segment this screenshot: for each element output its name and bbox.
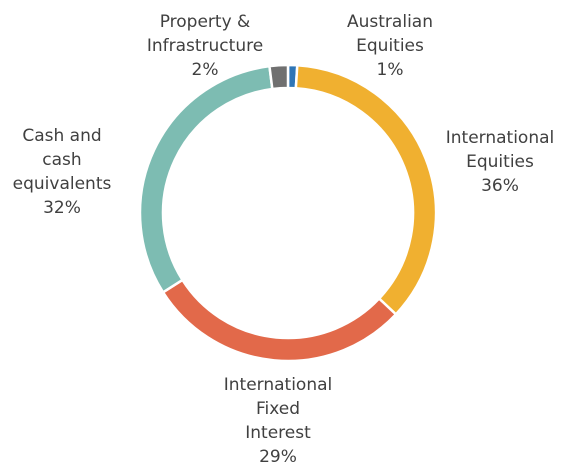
slice-label: Property & Infrastructure 2% xyxy=(147,10,263,82)
value-label: 29% xyxy=(259,447,297,467)
value-label: 1% xyxy=(376,60,404,80)
category-label: International Fixed Interest xyxy=(223,375,333,443)
category-label: International Equities xyxy=(445,128,555,172)
donut-slice xyxy=(138,64,274,295)
category-label: Cash and cash equivalents xyxy=(12,126,112,194)
slice-label: International Equities 36% xyxy=(446,126,555,198)
donut-slice xyxy=(268,63,290,91)
slice-label: Cash and cash equivalents 32% xyxy=(13,124,112,220)
value-label: 32% xyxy=(43,198,81,218)
category-label: Property & Infrastructure xyxy=(146,12,264,56)
value-label: 36% xyxy=(481,176,519,196)
slice-label: Australian Equities 1% xyxy=(347,10,433,82)
category-label: Australian Equities xyxy=(347,12,433,56)
slice-label: International Fixed Interest 29% xyxy=(224,373,333,469)
donut-slice xyxy=(294,63,438,317)
donut-slice xyxy=(161,278,398,363)
value-label: 2% xyxy=(191,60,219,80)
